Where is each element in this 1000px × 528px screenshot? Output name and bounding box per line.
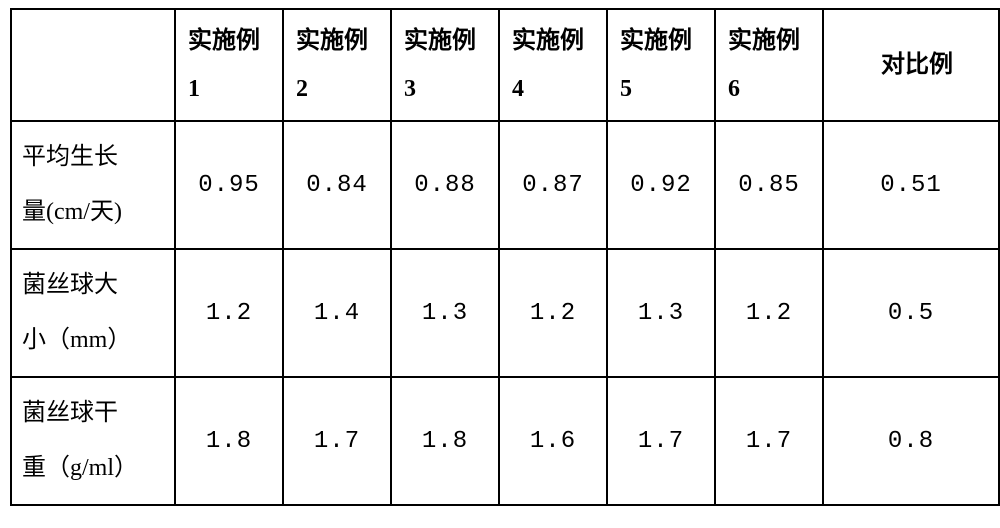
col-header-number: 3 xyxy=(404,76,416,102)
row-header-pellet-size: 菌丝球大 小（mm） xyxy=(11,249,175,377)
row-header-line1: 菌丝球大 xyxy=(22,272,118,298)
row-header-line2: 重（g/ml） xyxy=(22,455,138,481)
table-header-row: 实施例 1 实施例 2 实施例 3 实施例 4 实施例 5 实施例 6 xyxy=(11,9,999,121)
table-cell: 0.92 xyxy=(607,121,715,249)
table-row: 菌丝球大 小（mm） 1.2 1.4 1.3 1.2 1.3 1.2 0.5 xyxy=(11,249,999,377)
corner-cell xyxy=(11,9,175,121)
row-header-pellet-dryweight: 菌丝球干 重（g/ml） xyxy=(11,377,175,505)
table-cell: 1.7 xyxy=(283,377,391,505)
col-header-comparison: 对比例 xyxy=(823,9,999,121)
table-cell: 1.8 xyxy=(391,377,499,505)
data-table-container: 实施例 1 实施例 2 实施例 3 实施例 4 实施例 5 实施例 6 xyxy=(0,0,1000,528)
row-header-line2: 小（mm） xyxy=(22,327,131,353)
table-cell: 1.3 xyxy=(607,249,715,377)
table-cell: 0.8 xyxy=(823,377,999,505)
table-cell: 0.95 xyxy=(175,121,283,249)
col-header-ex6: 实施例 6 xyxy=(715,9,823,121)
col-header-number: 5 xyxy=(620,76,632,102)
table-cell: 1.7 xyxy=(715,377,823,505)
table-cell: 0.51 xyxy=(823,121,999,249)
data-table: 实施例 1 实施例 2 实施例 3 实施例 4 实施例 5 实施例 6 xyxy=(10,8,1000,506)
row-header-growth: 平均生长 量(cm/天) xyxy=(11,121,175,249)
table-cell: 1.2 xyxy=(175,249,283,377)
table-cell: 1.7 xyxy=(607,377,715,505)
col-header-label: 实施例 xyxy=(620,28,692,54)
row-header-line1: 平均生长 xyxy=(22,144,118,170)
col-header-label: 实施例 xyxy=(296,28,368,54)
table-cell: 1.2 xyxy=(499,249,607,377)
table-cell: 0.84 xyxy=(283,121,391,249)
col-header-label: 实施例 xyxy=(404,28,476,54)
row-header-line2: 量(cm/天) xyxy=(22,199,122,225)
col-header-number: 1 xyxy=(188,76,200,102)
col-header-ex2: 实施例 2 xyxy=(283,9,391,121)
col-header-ex1: 实施例 1 xyxy=(175,9,283,121)
col-header-ex5: 实施例 5 xyxy=(607,9,715,121)
col-header-label: 实施例 xyxy=(728,28,800,54)
col-header-number: 4 xyxy=(512,76,524,102)
table-cell: 0.87 xyxy=(499,121,607,249)
table-row: 平均生长 量(cm/天) 0.95 0.84 0.88 0.87 0.92 0.… xyxy=(11,121,999,249)
col-header-label: 对比例 xyxy=(881,52,953,78)
col-header-ex3: 实施例 3 xyxy=(391,9,499,121)
table-cell: 1.6 xyxy=(499,377,607,505)
table-cell: 1.2 xyxy=(715,249,823,377)
row-header-line1: 菌丝球干 xyxy=(22,400,118,426)
table-row: 菌丝球干 重（g/ml） 1.8 1.7 1.8 1.6 1.7 1.7 0.8 xyxy=(11,377,999,505)
col-header-label: 实施例 xyxy=(188,28,260,54)
table-cell: 1.8 xyxy=(175,377,283,505)
col-header-ex4: 实施例 4 xyxy=(499,9,607,121)
col-header-label: 实施例 xyxy=(512,28,584,54)
table-cell: 1.4 xyxy=(283,249,391,377)
col-header-number: 6 xyxy=(728,76,740,102)
table-cell: 1.3 xyxy=(391,249,499,377)
table-cell: 0.85 xyxy=(715,121,823,249)
table-cell: 0.5 xyxy=(823,249,999,377)
col-header-number: 2 xyxy=(296,76,308,102)
table-cell: 0.88 xyxy=(391,121,499,249)
